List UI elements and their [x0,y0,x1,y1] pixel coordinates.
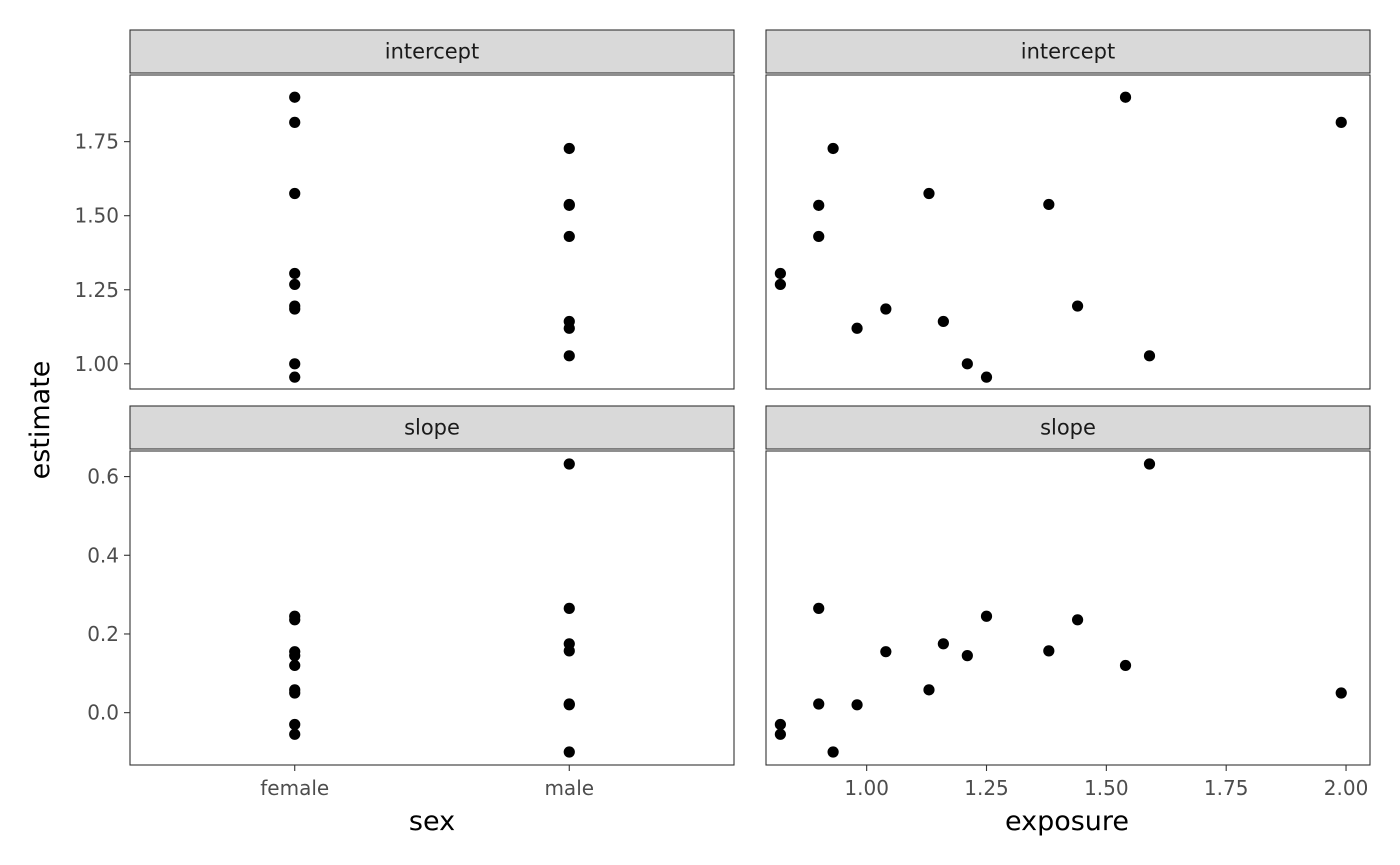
panel-slope-0 [129,450,735,766]
facet-strip-intercept-1 [765,29,1371,74]
data-point-slope-0-10 [563,602,575,614]
data-point-intercept-1-4 [827,142,839,155]
x-axis-title-exposure: exposure [1005,806,1129,837]
data-point-slope-0-6 [289,687,301,699]
data-point-slope-1-3 [813,698,825,710]
data-point-slope-1-2 [813,602,825,614]
y-tick-label: 1.25 [74,278,119,302]
y-axis-title: estimate [25,361,56,480]
facet-strip-label-intercept: intercept [385,40,480,64]
data-point-intercept-1-3 [813,230,825,243]
data-point-intercept-0-4 [289,278,301,291]
x-tick-label: male [544,776,594,800]
facet-strip-label-slope: slope [404,416,460,440]
y-tick-label: 1.75 [74,130,119,154]
data-point-intercept-0-12 [563,230,575,243]
y-tick-label: 0.0 [87,701,119,725]
data-point-slope-0-14 [563,699,575,711]
x-axis-title-sex: sex [409,806,455,837]
data-point-slope-0-15 [563,746,575,758]
data-point-slope-1-5 [851,699,863,711]
data-point-slope-1-0 [774,718,786,731]
x-tick-label: 1.25 [964,776,1009,800]
x-tick-label: female [260,776,329,800]
x-tick-label: 2.00 [1324,776,1369,800]
facet-strip-label-intercept: intercept [1021,40,1116,64]
data-point-slope-1-11 [1043,645,1055,657]
data-point-intercept-1-11 [1043,198,1055,211]
data-point-intercept-1-10 [980,371,993,383]
data-point-intercept-0-0 [289,91,301,103]
y-tick-label: 0.4 [87,543,119,567]
data-point-intercept-0-6 [289,303,301,315]
x-tick-label: 1.75 [1204,776,1249,800]
data-point-intercept-0-2 [289,187,301,200]
data-point-intercept-1-14 [1143,350,1156,362]
panel-slope-1 [765,450,1371,766]
data-point-slope-1-12 [1071,614,1084,626]
facet-strip-slope-1 [765,405,1371,450]
y-tick-label: 0.6 [87,465,119,489]
data-point-slope-0-7 [289,718,301,731]
data-point-intercept-1-2 [813,199,825,211]
data-point-intercept-0-14 [563,322,575,334]
data-point-slope-0-4 [289,659,301,672]
data-point-intercept-1-9 [961,358,973,370]
y-tick-label: 1.00 [74,352,119,376]
x-tick-label: 1.00 [844,776,889,800]
facet-strip-intercept-0 [129,29,735,74]
data-point-intercept-1-5 [851,322,863,334]
data-point-slope-1-10 [980,610,993,622]
data-point-slope-0-8 [289,728,301,740]
facet-strip-label-slope: slope [1040,416,1096,440]
data-point-slope-0-9 [563,458,575,470]
data-point-slope-1-7 [923,684,935,696]
data-point-slope-1-1 [774,728,786,740]
data-point-slope-1-4 [827,746,839,758]
data-point-slope-0-1 [289,614,301,626]
data-point-intercept-1-1 [774,278,786,291]
x-tick-label: 1.50 [1084,776,1129,800]
facet-strip-slope-0 [129,405,735,450]
data-point-slope-1-9 [961,650,973,662]
data-point-intercept-1-8 [937,315,949,328]
data-point-slope-0-3 [289,650,301,662]
data-point-intercept-1-0 [774,267,786,280]
panel-intercept-1 [765,74,1371,390]
data-point-intercept-1-13 [1119,91,1132,103]
data-point-intercept-1-12 [1071,300,1084,312]
data-point-slope-1-6 [880,646,892,658]
data-point-intercept-0-8 [289,371,301,383]
data-point-intercept-0-1 [289,116,301,128]
data-point-intercept-0-15 [563,350,575,362]
data-point-intercept-0-11 [563,199,575,211]
data-point-slope-1-13 [1119,659,1132,672]
y-tick-label: 1.50 [74,204,119,228]
data-point-intercept-0-9 [563,142,575,155]
panel-intercept-0 [129,74,735,390]
data-point-intercept-0-7 [289,358,301,370]
data-point-slope-1-15 [1335,687,1347,699]
data-point-slope-1-14 [1143,458,1156,470]
data-point-slope-0-12 [563,645,575,657]
data-point-intercept-1-7 [923,187,935,200]
data-point-intercept-0-3 [289,267,301,280]
y-tick-label: 0.2 [87,622,119,646]
data-point-intercept-1-6 [880,303,892,315]
data-point-slope-1-8 [937,638,949,650]
data-point-intercept-1-15 [1335,116,1347,128]
